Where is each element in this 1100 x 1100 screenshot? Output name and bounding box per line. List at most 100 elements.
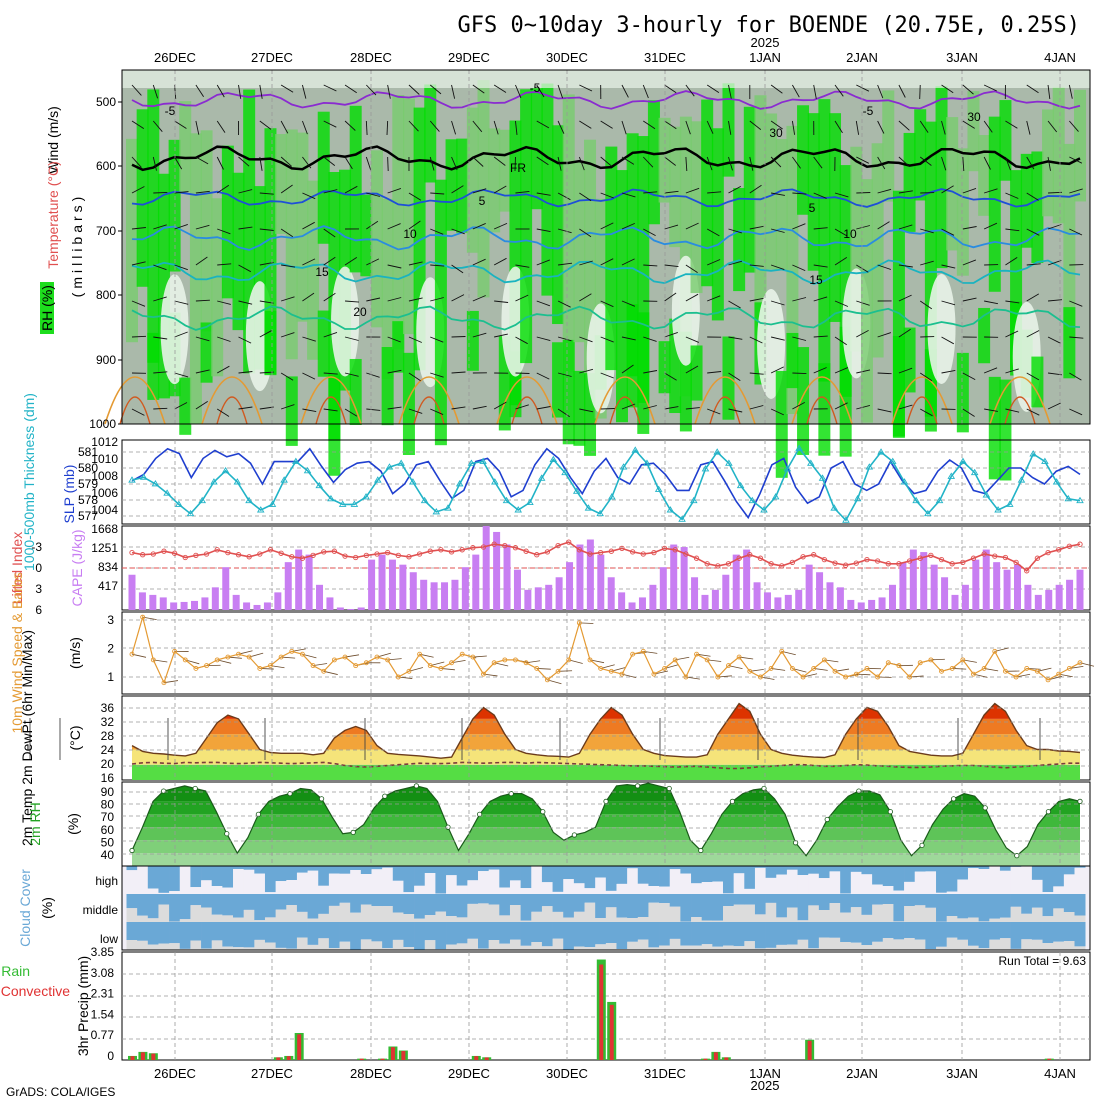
rh-cell xyxy=(658,117,671,203)
cloud-cell xyxy=(286,866,298,880)
cape-bar xyxy=(461,567,469,610)
wind-barb xyxy=(856,300,870,306)
temperature-band xyxy=(132,764,1080,780)
wind-barb xyxy=(387,336,401,343)
cloud-cell xyxy=(584,922,596,948)
wind-barb xyxy=(302,221,315,230)
rh-cell xyxy=(328,374,341,476)
cloud-cell-gap xyxy=(328,873,340,894)
wind-barb xyxy=(1047,336,1061,344)
cloud-cell xyxy=(541,922,553,947)
wind10m-point xyxy=(140,614,146,620)
wind-barb xyxy=(706,120,714,134)
wind10m-point xyxy=(1013,674,1019,680)
upper-ylabel-wind: Wind (m/s) xyxy=(45,106,61,174)
cloud-cell-gap xyxy=(254,939,266,950)
slp-point xyxy=(561,468,569,476)
cloud-cell xyxy=(222,922,234,947)
wind-barb xyxy=(749,120,762,130)
cloud-cell xyxy=(296,894,308,912)
rh-cell xyxy=(541,83,554,296)
cloud-cell xyxy=(350,894,362,913)
wind-barb xyxy=(621,258,635,266)
cloud-cell-gap xyxy=(190,905,202,922)
cloud-cell xyxy=(1042,894,1054,917)
wind-barb xyxy=(259,329,273,338)
contour-label: -5 xyxy=(165,104,176,118)
cloud-cell xyxy=(190,866,202,888)
temperature-unit: (°C) xyxy=(67,725,83,750)
temperature-tick-label: 20 xyxy=(101,757,115,771)
wind-barb xyxy=(131,335,147,338)
lifted-index-point xyxy=(395,552,401,559)
rh-cell xyxy=(903,132,916,232)
cloud-cell-gap xyxy=(169,943,181,950)
wind-barb xyxy=(770,336,785,341)
wind-barb xyxy=(408,120,419,132)
cloud-cell xyxy=(861,922,873,945)
cape-bar xyxy=(326,597,334,610)
precip-conv-bar xyxy=(130,1056,135,1060)
slp-point xyxy=(608,493,616,500)
surface-temp-contour xyxy=(891,376,953,425)
wind-barb xyxy=(536,372,550,380)
cloud-cell-gap xyxy=(233,947,245,950)
pressure-tick-label: 900 xyxy=(96,353,116,367)
cloud-cell-gap xyxy=(286,880,298,894)
wind-barb xyxy=(408,192,422,201)
wind-barb xyxy=(962,226,977,230)
wind-barb xyxy=(493,185,507,194)
cloud-cell-gap xyxy=(499,915,511,922)
slp-point xyxy=(303,466,312,474)
lifted-index-point xyxy=(416,551,423,557)
cloud-cell-gap xyxy=(733,873,745,894)
wind-barb xyxy=(451,228,465,235)
cape-bar xyxy=(243,602,251,610)
lifted-index-point xyxy=(672,547,678,553)
cloud-cell-gap xyxy=(222,887,234,894)
wind-barb xyxy=(941,120,946,135)
wind-barb xyxy=(472,295,486,302)
wind-barb xyxy=(983,120,993,133)
cloud-cell xyxy=(286,894,298,905)
rh-cell xyxy=(807,113,820,271)
wind-barb xyxy=(728,372,741,381)
wind-barb xyxy=(813,264,828,268)
wind-barb xyxy=(195,190,210,194)
cloud-cell-gap xyxy=(797,939,809,950)
rh-cell xyxy=(307,180,320,360)
wind-barb xyxy=(408,84,420,95)
cape-bar xyxy=(399,564,407,610)
cloud-cell-gap xyxy=(595,944,607,950)
wind-barb xyxy=(515,336,528,345)
cloud-level-high: high xyxy=(95,874,118,888)
cloud-cell xyxy=(872,922,884,942)
wind-barb xyxy=(877,84,884,99)
wind-barb xyxy=(856,84,870,92)
slp-point xyxy=(210,478,218,485)
cape-bar xyxy=(597,554,605,610)
rh2m-point xyxy=(919,842,925,848)
temperature-line xyxy=(131,702,1081,759)
rh2m-point xyxy=(350,829,356,836)
cloud-cell xyxy=(158,894,170,905)
cloud-cell-gap xyxy=(872,884,884,894)
wind-barb xyxy=(195,256,208,266)
cloud-cell xyxy=(936,866,948,893)
slp-point xyxy=(982,491,991,498)
rh2m-point xyxy=(666,785,672,792)
wind-barb xyxy=(515,264,530,268)
cloud-cell xyxy=(158,866,170,893)
wind-barb xyxy=(600,300,614,308)
wind10m-point xyxy=(598,666,604,671)
surface-temp-contour xyxy=(1004,396,1036,425)
wind-barb xyxy=(792,402,806,410)
lifted-index-point xyxy=(970,555,977,561)
wind10m-point xyxy=(268,663,273,669)
cloud-cell-gap xyxy=(552,891,564,894)
wind10m-point xyxy=(523,660,529,666)
rh2m-point xyxy=(698,847,704,854)
cape-bar xyxy=(138,592,146,610)
precip-conv-bar xyxy=(286,1056,291,1060)
surface-temp-contour xyxy=(300,376,362,425)
